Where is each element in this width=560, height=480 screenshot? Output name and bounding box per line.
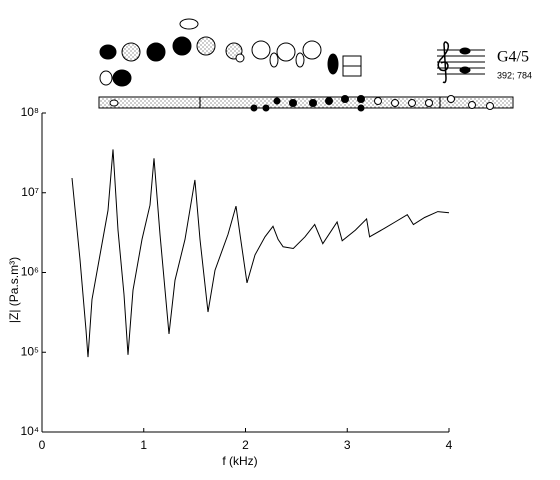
note-label: G4/5 — [497, 49, 529, 66]
y-tick-label: 10⁴ — [20, 424, 39, 438]
x-tick-label: 4 — [446, 438, 453, 452]
fingering-diagram — [98, 18, 514, 112]
y-axis-label: |Z| (Pa.s.m³) — [7, 257, 21, 323]
staff — [437, 41, 485, 84]
y-tick-label: 10⁸ — [21, 105, 39, 119]
y-tick-label: 10⁷ — [21, 185, 39, 199]
impedance-line — [71, 149, 450, 358]
x-tick-label: 1 — [140, 438, 147, 452]
x-tick-label: 3 — [344, 438, 351, 452]
frequency-label: 392; 784 — [497, 70, 532, 80]
x-tick-label: 0 — [39, 438, 46, 452]
y-tick-label: 10⁵ — [21, 344, 39, 358]
x-tick-label: 2 — [242, 438, 249, 452]
y-tick-label: 10⁶ — [21, 265, 39, 279]
x-axis-label: f (kHz) — [222, 454, 257, 468]
